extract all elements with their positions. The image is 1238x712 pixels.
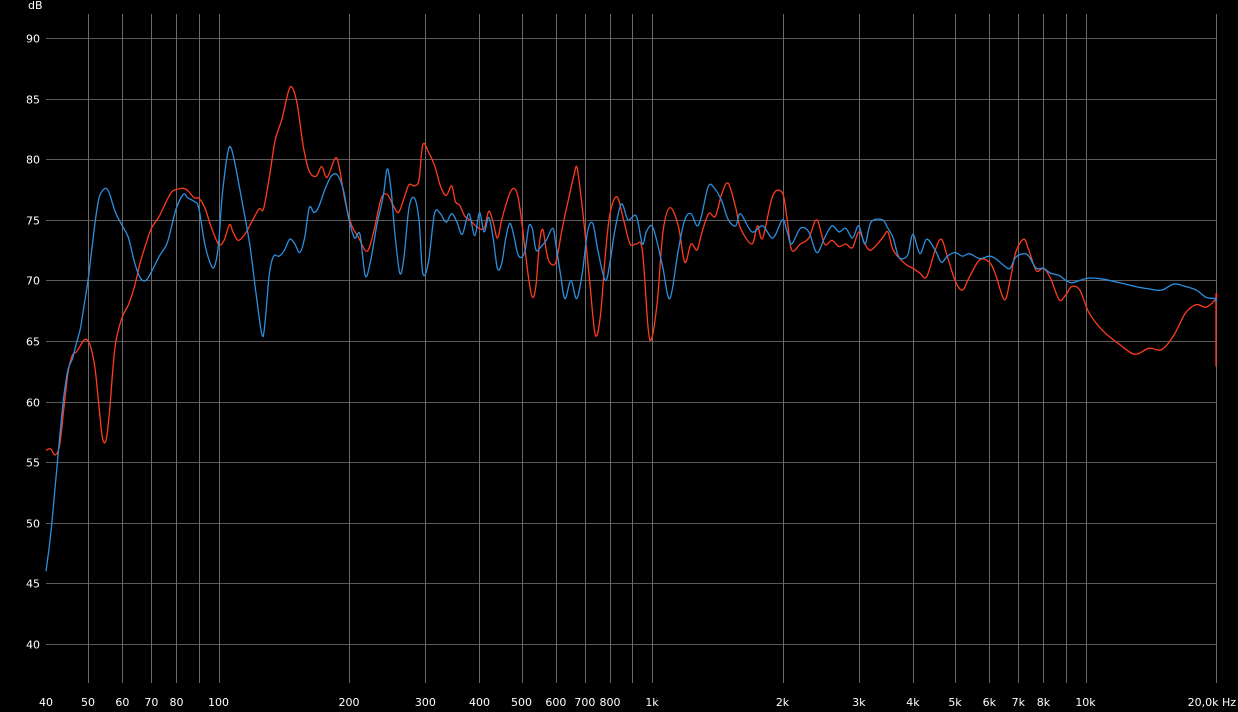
horizontal-gridlines <box>46 38 1216 645</box>
x-tick-label: 600 <box>545 696 566 709</box>
x-tick-label: 3k <box>852 696 866 709</box>
x-tick-label: 80 <box>169 696 183 709</box>
y-tick-label: 85 <box>26 94 40 107</box>
x-tick-label: 6k <box>983 696 997 709</box>
vertical-gridlines <box>88 14 1217 683</box>
series-layer <box>45 85 1218 572</box>
x-tick-label: 100 <box>208 696 229 709</box>
x-tick-label: 60 <box>115 696 129 709</box>
x-tick-label: 2k <box>776 696 790 709</box>
x-tick-label: 20,0k Hz <box>1188 696 1237 709</box>
x-tick-label: 10k <box>1075 696 1096 709</box>
x-tick-label: 800 <box>599 696 620 709</box>
series-blue-line <box>45 145 1218 572</box>
x-tick-label: 500 <box>511 696 532 709</box>
x-tick-label: 300 <box>415 696 436 709</box>
x-tick-label: 70 <box>144 696 158 709</box>
y-tick-label: 65 <box>26 336 40 349</box>
x-tick-label: 40 <box>39 696 53 709</box>
y-tick-label: 50 <box>26 518 40 531</box>
y-tick-label: 70 <box>26 275 40 288</box>
y-tick-label: 60 <box>26 397 40 410</box>
y-axis-unit-label: dB <box>28 0 43 12</box>
series-red-line <box>45 85 1218 456</box>
y-tick-label: 45 <box>26 578 40 591</box>
x-tick-label: 7k <box>1012 696 1026 709</box>
y-axis-tick-labels: 90 85 80 75 70 65 60 55 50 45 40 <box>26 33 40 652</box>
x-tick-label: 700 <box>574 696 595 709</box>
y-tick-label: 55 <box>26 457 40 470</box>
x-tick-label: 4k <box>906 696 920 709</box>
x-tick-label: 50 <box>81 696 95 709</box>
x-axis-tick-labels: 40 50 60 70 80 100 200 300 400 500 600 700 800 1k 2k 3k… <box>39 696 1236 709</box>
x-tick-label: 200 <box>339 696 360 709</box>
y-tick-label: 80 <box>26 154 40 167</box>
y-tick-label: 40 <box>26 639 40 652</box>
x-tick-label: 400 <box>469 696 490 709</box>
x-tick-label: 1k <box>645 696 659 709</box>
y-tick-label: 75 <box>26 215 40 228</box>
x-tick-label: 5k <box>948 696 962 709</box>
x-tick-label: 8k <box>1037 696 1051 709</box>
y-tick-label: 90 <box>26 33 40 46</box>
